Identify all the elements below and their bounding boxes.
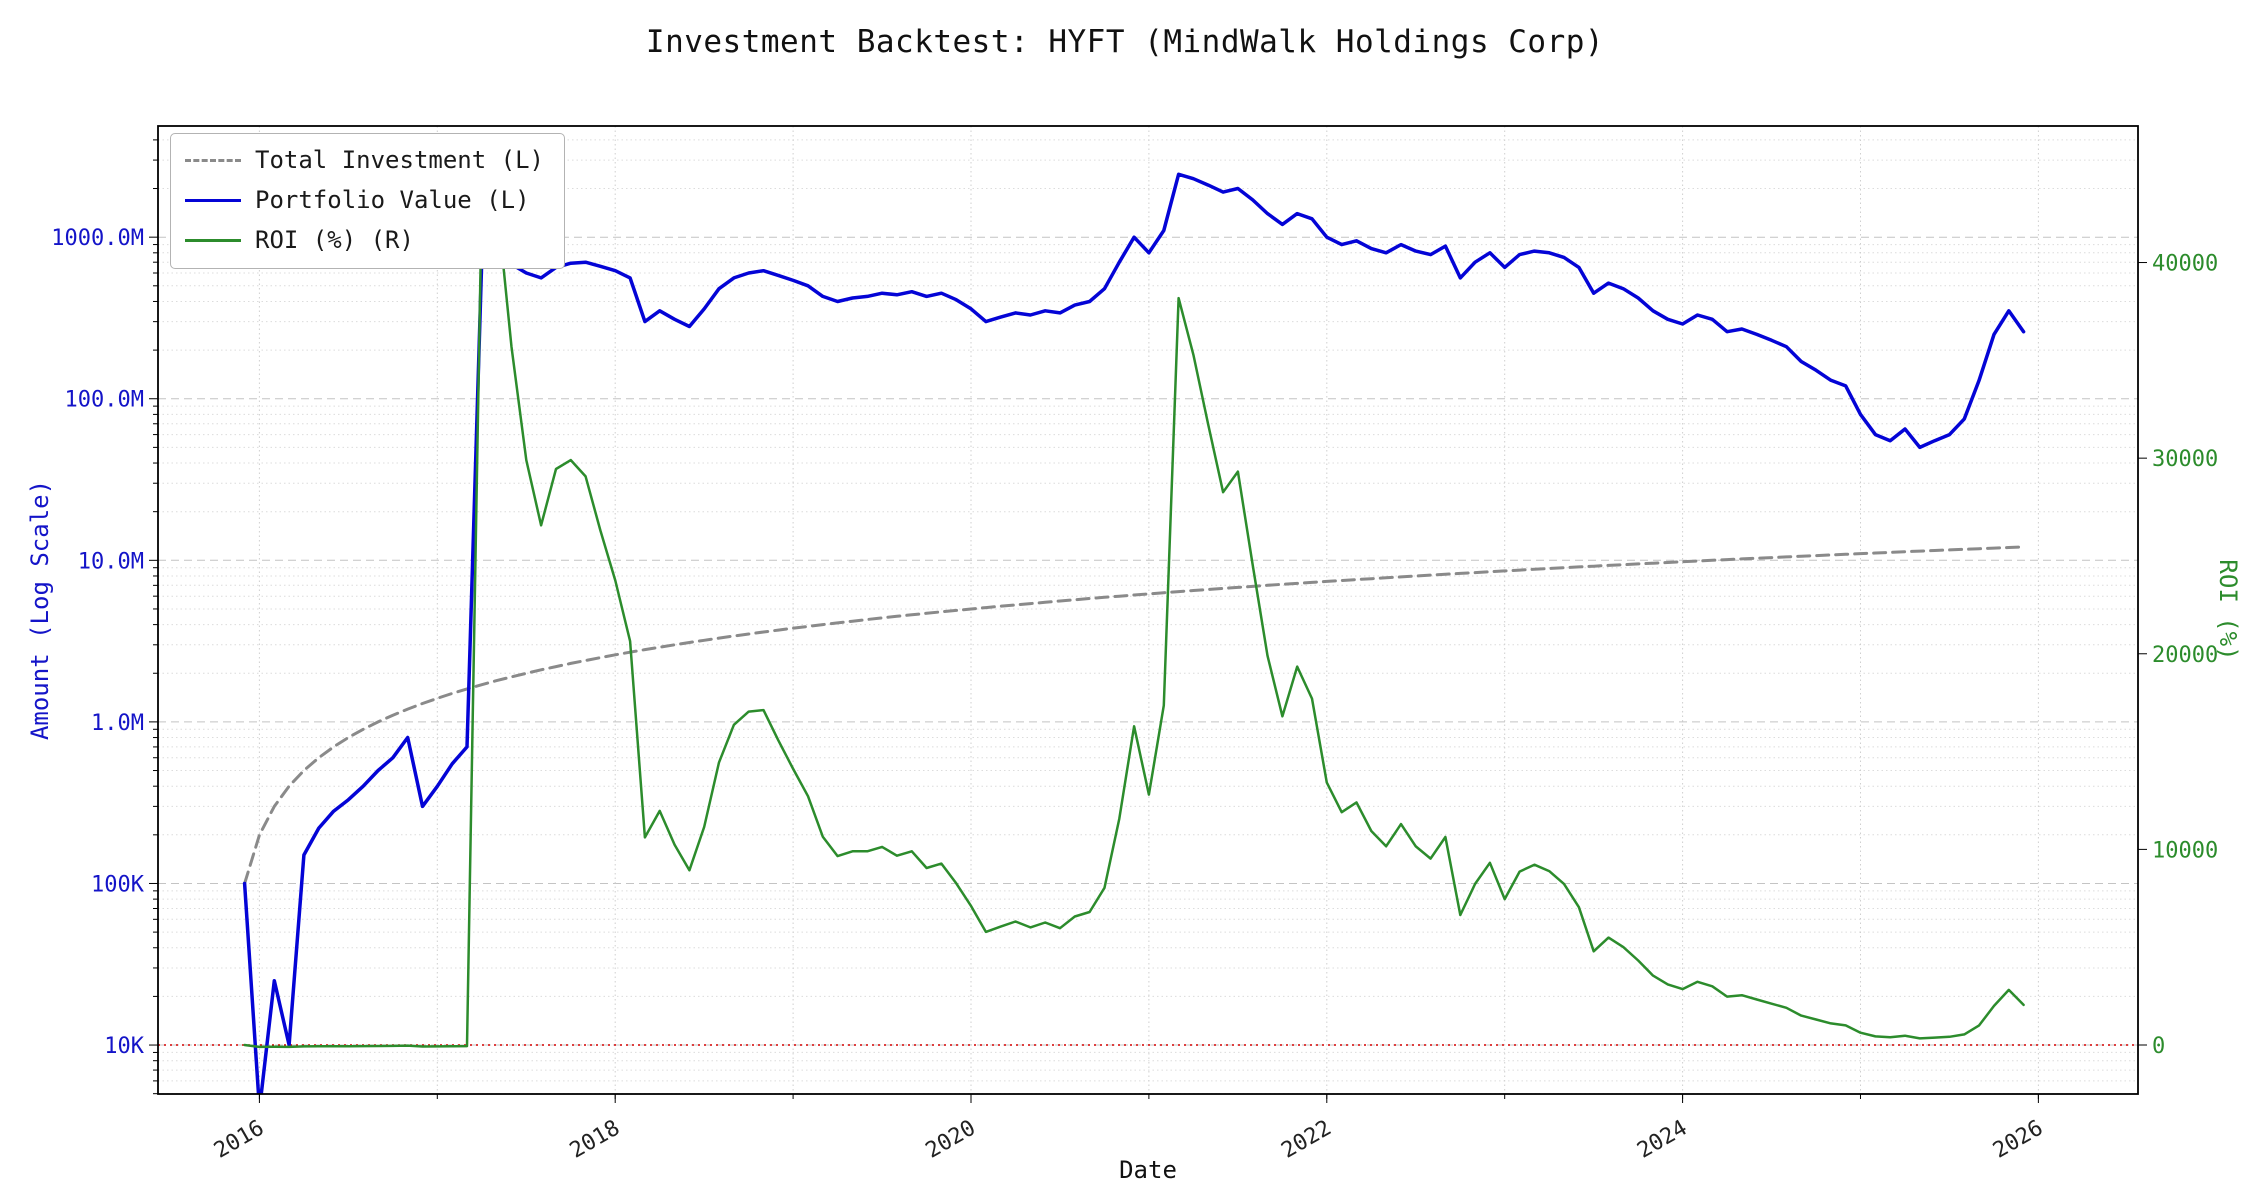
right-tick-label-10000: 10000	[2152, 838, 2218, 863]
series-group	[242, 172, 2026, 1094]
right-axis-title: ROI (%)	[2214, 559, 2242, 661]
left-tick-label-1000.0M: 1000.0M	[51, 226, 144, 251]
solid-line-sample-icon	[185, 198, 241, 202]
left-tick-label-10.0M: 10.0M	[78, 549, 144, 574]
right-tick-label-0: 0	[2152, 1034, 2165, 1059]
investment-line	[243, 545, 2026, 885]
left-ticks	[149, 139, 158, 1095]
x-tick-label-2016: 2016	[210, 1116, 268, 1164]
right-ticks	[2138, 262, 2147, 1046]
x-tick-label-2024: 2024	[1633, 1116, 1691, 1164]
x-tick-label-2020: 2020	[922, 1116, 980, 1164]
x-ticks	[258, 1094, 2039, 1103]
legend-label: ROI (%) (R)	[255, 226, 414, 254]
left-axis-title: Amount (Log Scale)	[26, 479, 54, 741]
legend-item-roi: ROI (%) (R)	[185, 226, 544, 254]
year-gridlines	[258, 126, 2039, 1094]
left-tick-label-1.0M: 1.0M	[91, 711, 144, 736]
x-tick-label-2022: 2022	[1277, 1116, 1335, 1164]
roi-line	[243, 194, 2025, 1049]
x-tick-label-2018: 2018	[566, 1116, 624, 1164]
legend: Total Investment (L) Portfolio Value (L)…	[170, 133, 565, 269]
plot-border	[157, 125, 2139, 1095]
dashed-line-sample-icon	[185, 158, 241, 162]
legend-item-total-investment: Total Investment (L)	[185, 146, 544, 174]
solid-line-sample-icon	[185, 238, 241, 242]
x-axis-title: Date	[1119, 1156, 1177, 1184]
legend-label: Portfolio Value (L)	[255, 186, 530, 214]
x-tick-label-2026: 2026	[1989, 1116, 2047, 1164]
chart-title: Investment Backtest: HYFT (MindWalk Hold…	[645, 24, 1605, 60]
left-tick-label-100.0M: 100.0M	[65, 388, 144, 413]
right-tick-label-20000: 20000	[2152, 643, 2218, 668]
legend-label: Total Investment (L)	[255, 146, 544, 174]
left-tick-label-100K: 100K	[91, 872, 145, 897]
log-minor-gridlines	[158, 139, 2138, 1095]
right-tick-label-40000: 40000	[2152, 252, 2218, 277]
portfolio-line	[242, 172, 2026, 1094]
right-tick-label-30000: 30000	[2152, 447, 2218, 472]
left-tick-label-10K: 10K	[104, 1034, 144, 1059]
log-major-gridlines	[158, 236, 2138, 1046]
legend-item-portfolio-value: Portfolio Value (L)	[185, 186, 544, 214]
